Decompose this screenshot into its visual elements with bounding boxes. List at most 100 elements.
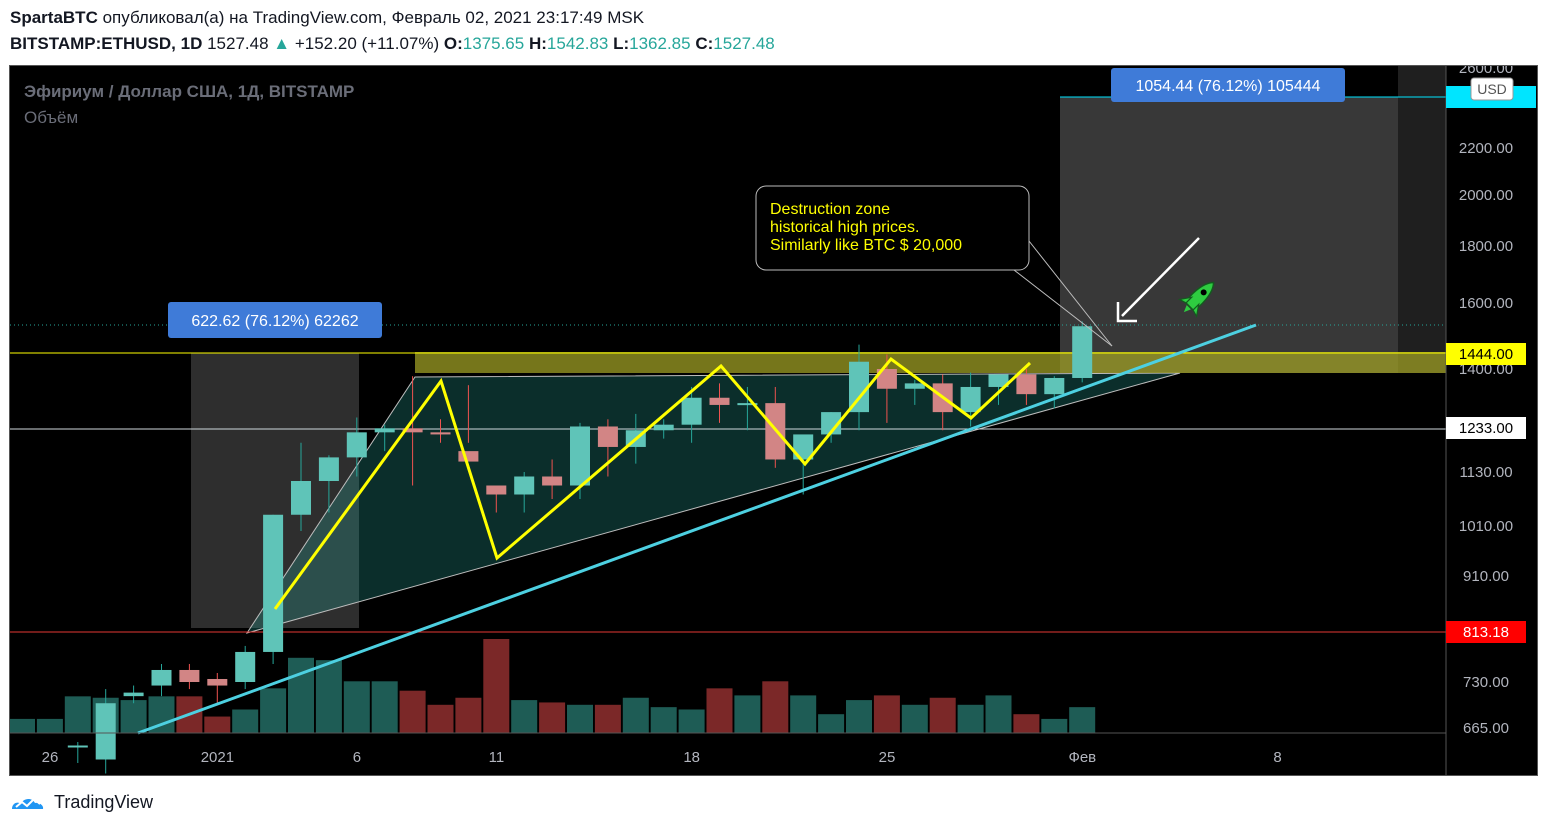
price-axis[interactable]: 665.00730.00910.001010.001130.001400.001… xyxy=(1445,60,1536,775)
resistance-price-tag xyxy=(1446,343,1526,365)
volume-bar xyxy=(957,704,984,733)
volume-bar xyxy=(1069,707,1096,733)
candle-body[interactable] xyxy=(709,397,730,405)
volume-bar xyxy=(1013,714,1040,733)
candle-body[interactable] xyxy=(179,669,200,682)
candle-body[interactable] xyxy=(1016,374,1037,395)
candle-body[interactable] xyxy=(960,386,981,413)
price-tick-label: 2200.00 xyxy=(1459,140,1513,157)
tradingview-brand: TradingView xyxy=(54,792,154,812)
candle-body[interactable] xyxy=(235,651,256,682)
candle-body[interactable] xyxy=(876,369,897,389)
candle-body[interactable] xyxy=(597,426,618,447)
measure-label-left[interactable]: 622.62 (76.12%) 62262 xyxy=(168,302,382,338)
candle-body[interactable] xyxy=(318,457,339,481)
candle-body[interactable] xyxy=(123,692,144,697)
price-tick-label: 1010.00 xyxy=(1459,518,1513,535)
volume-bars xyxy=(9,639,1096,733)
open-label: O: xyxy=(443,34,463,53)
time-axis[interactable]: 26 2021 6 11 18 25 Фев 8 xyxy=(10,732,1446,766)
low-price-tag xyxy=(1446,621,1526,643)
candle-body[interactable] xyxy=(346,432,367,458)
tradingview-logo-icon xyxy=(12,797,44,809)
time-tick-label: 8 xyxy=(1273,749,1281,766)
time-tick-label: 18 xyxy=(683,749,700,766)
candle-body[interactable] xyxy=(514,476,535,495)
callout-line-2: historical high prices. xyxy=(770,219,919,236)
measure-label-right[interactable]: 1054.44 (76.12%) 105444 xyxy=(1111,68,1345,102)
candle-body[interactable] xyxy=(681,397,702,425)
candle-body[interactable] xyxy=(67,745,88,748)
candle-body[interactable] xyxy=(1044,377,1065,395)
volume-bar xyxy=(790,695,817,733)
candle-body[interactable] xyxy=(737,403,758,406)
zigzag-wave[interactable] xyxy=(273,356,1032,610)
volume-bar xyxy=(539,702,566,733)
rocket-icon xyxy=(1177,281,1215,319)
candle-body[interactable] xyxy=(374,428,395,433)
callout-bubble[interactable]: Destruction zone historical high prices.… xyxy=(755,185,1113,347)
volume-bar xyxy=(650,707,677,733)
candle-body[interactable] xyxy=(430,432,451,435)
candle-body[interactable] xyxy=(402,428,423,433)
arrow-shaft xyxy=(1121,237,1200,317)
candle-body[interactable] xyxy=(95,703,116,760)
measure-text-left: 622.62 (76.12%) 62262 xyxy=(191,313,358,330)
candle-body[interactable] xyxy=(821,412,842,435)
measure-text-right: 1054.44 (76.12%) 105444 xyxy=(1135,78,1320,95)
time-tick-label: 11 xyxy=(489,749,505,766)
volume-bar xyxy=(483,639,510,733)
volume-bar xyxy=(1041,718,1068,733)
support-price-tag xyxy=(1446,417,1526,439)
candle-body[interactable] xyxy=(1072,326,1093,378)
candle-body[interactable] xyxy=(570,426,590,486)
published-text: опубликовал(а) на TradingView.com, Февра… xyxy=(102,8,645,27)
open-value: 1375.65 xyxy=(462,34,525,53)
volume-bar xyxy=(706,688,733,733)
volume-legend[interactable]: Объём xyxy=(24,108,78,127)
volume-bar xyxy=(567,704,593,733)
candle-body[interactable] xyxy=(263,514,284,652)
candle-body[interactable] xyxy=(458,451,479,462)
currency-button[interactable] xyxy=(1470,77,1514,101)
price-tick-label: 2600.00 xyxy=(1459,66,1513,77)
tradingview-footer[interactable]: TradingView xyxy=(10,792,153,813)
ascending-trendline[interactable] xyxy=(137,323,1257,735)
callout-line-1: Destruction zone xyxy=(770,201,890,218)
price-chart-svg[interactable]: Destruction zone historical high prices.… xyxy=(9,60,1537,775)
candle-body[interactable] xyxy=(988,374,1009,387)
chart-legend-title[interactable]: Эфириум / Доллар США, 1Д, BITSTAMP xyxy=(24,82,354,101)
candle-body[interactable] xyxy=(793,434,814,460)
candle-body[interactable] xyxy=(849,361,869,413)
volume-bar xyxy=(9,718,35,733)
symbol-name: BITSTAMP:ETHUSD, 1D xyxy=(10,34,203,53)
price-tick-label: 1130.00 xyxy=(1459,464,1512,481)
candle-body[interactable] xyxy=(291,481,311,515)
candle-body[interactable] xyxy=(904,383,925,389)
callout-line-3: Similarly like BTC $ 20,000 xyxy=(770,237,962,254)
author-name[interactable]: SpartaBTC xyxy=(10,8,98,27)
resistance-zone[interactable] xyxy=(415,352,1446,373)
volume-bar xyxy=(873,695,900,733)
candle-body[interactable] xyxy=(542,476,563,486)
chart-area[interactable]: Destruction zone historical high prices.… xyxy=(9,60,1538,776)
volume-bar xyxy=(678,709,705,733)
price-tick-label: 1800.00 xyxy=(1459,238,1513,255)
price-tick-label: 1600.00 xyxy=(1459,295,1513,312)
symbol-info: BITSTAMP:ETHUSD, 1D 1527.48 ▲ +152.20 (+… xyxy=(10,34,775,54)
low-label: L: xyxy=(613,34,630,53)
up-triangle-icon: ▲ xyxy=(273,34,291,53)
candle-body[interactable] xyxy=(207,678,228,686)
candle-body[interactable] xyxy=(653,424,674,431)
low-value: 1362.85 xyxy=(629,34,691,53)
volume-bar xyxy=(260,688,287,733)
candle-body[interactable] xyxy=(486,485,507,495)
rising-wedge-shape[interactable] xyxy=(245,372,1181,634)
measure-box-right[interactable] xyxy=(1060,97,1398,373)
arrow-head-icon xyxy=(1116,302,1137,323)
volume-bar xyxy=(427,704,454,733)
volume-bar xyxy=(985,695,1012,733)
candle-body[interactable] xyxy=(151,669,172,686)
volume-bar xyxy=(762,681,789,733)
price-change: +152.20 (+11.07%) xyxy=(294,34,440,53)
